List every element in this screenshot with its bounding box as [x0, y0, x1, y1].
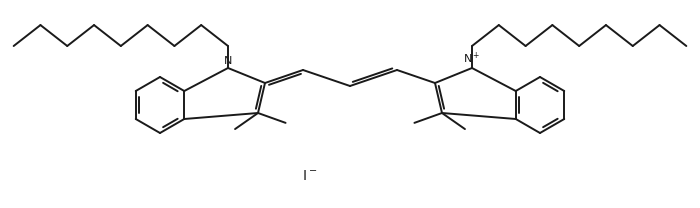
Text: N$^+$: N$^+$ — [463, 51, 481, 66]
Text: I$^-$: I$^-$ — [302, 169, 318, 183]
Text: N: N — [224, 56, 232, 66]
